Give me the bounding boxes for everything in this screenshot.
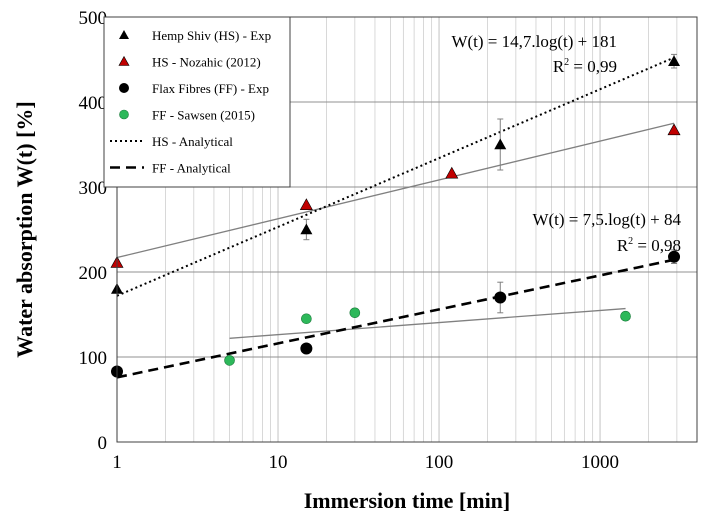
legend-label: Hemp Shiv (HS) - Exp bbox=[152, 28, 271, 43]
y-axis-title: Water absorption W(t) [%] bbox=[12, 101, 37, 357]
y-tick-label: 0 bbox=[98, 433, 108, 454]
legend-label: HS - Analytical bbox=[152, 134, 233, 149]
r-squared-label: R bbox=[617, 236, 629, 255]
trend-layer bbox=[116, 122, 675, 339]
r-squared-value: = 0,99 bbox=[569, 57, 617, 76]
legend-entry: HS - Nozahic (2012) bbox=[118, 55, 261, 70]
legend-entry: FF - Analytical bbox=[110, 161, 231, 176]
data-point-hs-exp bbox=[300, 223, 313, 235]
equation-annotation: W(t) = 14,7.log(t) + 181 R2 = 0,99 bbox=[451, 32, 617, 76]
data-point-ff-exp bbox=[494, 291, 507, 304]
legend-marker bbox=[119, 30, 129, 39]
tick-label-layer: 0 100 200 300 400 500 1 10 100 1000 bbox=[79, 8, 620, 473]
hs-analytical-line bbox=[116, 56, 675, 297]
r-squared-superscript: 2 bbox=[564, 57, 569, 68]
data-point-ff-sawsen bbox=[224, 355, 235, 366]
legend-box bbox=[103, 16, 291, 188]
x-tick-label: 1 bbox=[112, 452, 122, 473]
legend-marker bbox=[119, 109, 129, 120]
data-point-hs-nozahic bbox=[299, 198, 313, 210]
analytical-line-layer bbox=[116, 56, 675, 379]
trendline bbox=[116, 122, 675, 259]
legend-label: FF - Analytical bbox=[152, 161, 231, 176]
data-point-ff-sawsen bbox=[349, 307, 361, 319]
y-tick-label: 100 bbox=[79, 348, 108, 369]
r-squared-superscript: 2 bbox=[628, 236, 633, 247]
x-tick-label: 1000 bbox=[581, 452, 619, 473]
equation-annotation: W(t) = 7,5.log(t) + 84 R2 = 0,98 bbox=[532, 210, 681, 255]
legend: Hemp Shiv (HS) - Exp HS - Nozahic (2012) F… bbox=[103, 16, 291, 188]
legend-entries: Hemp Shiv (HS) - Exp HS - Nozahic (2012) F… bbox=[110, 28, 271, 176]
r-squared-text: R2 = 0,98 bbox=[617, 236, 681, 255]
data-point-hs-exp bbox=[494, 138, 507, 150]
data-point-hs-exp bbox=[668, 55, 681, 66]
data-point-hs-nozahic bbox=[667, 123, 681, 136]
legend-label: FF - Sawsen (2015) bbox=[152, 108, 255, 123]
legend-marker bbox=[118, 55, 130, 66]
data-point-ff-exp bbox=[300, 342, 313, 355]
legend-entry: FF - Sawsen (2015) bbox=[119, 108, 255, 123]
plot-frame bbox=[116, 16, 698, 443]
data-point-ff-sawsen bbox=[301, 313, 312, 325]
y-tick-label: 200 bbox=[79, 263, 108, 284]
r-squared-label: R bbox=[553, 57, 565, 76]
data-point-ff-exp bbox=[668, 250, 681, 263]
r-squared-value: = 0,98 bbox=[633, 236, 681, 255]
legend-entry: Hemp Shiv (HS) - Exp bbox=[119, 28, 271, 43]
y-tick-label: 500 bbox=[79, 8, 108, 29]
x-axis-title: Immersion time [min] bbox=[304, 488, 511, 513]
x-tick-label: 100 bbox=[425, 452, 454, 473]
x-tick-label: 10 bbox=[269, 452, 288, 473]
legend-label: HS - Nozahic (2012) bbox=[152, 55, 261, 70]
ff-analytical-line bbox=[116, 258, 675, 379]
legend-entry: HS - Analytical bbox=[110, 134, 233, 149]
data-point-hs-nozahic bbox=[445, 166, 459, 179]
equation-text: W(t) = 14,7.log(t) + 181 bbox=[451, 32, 617, 51]
legend-marker bbox=[119, 83, 129, 93]
r-squared-text: R2 = 0,99 bbox=[553, 57, 617, 76]
y-tick-label: 300 bbox=[79, 178, 108, 199]
legend-label: Flax Fibres (FF) - Exp bbox=[152, 81, 269, 96]
legend-entry: Flax Fibres (FF) - Exp bbox=[119, 81, 269, 96]
data-point-ff-sawsen bbox=[620, 310, 631, 322]
y-tick-label: 400 bbox=[79, 93, 108, 114]
trendline bbox=[229, 307, 626, 339]
equation-text: W(t) = 7,5.log(t) + 84 bbox=[532, 210, 681, 229]
